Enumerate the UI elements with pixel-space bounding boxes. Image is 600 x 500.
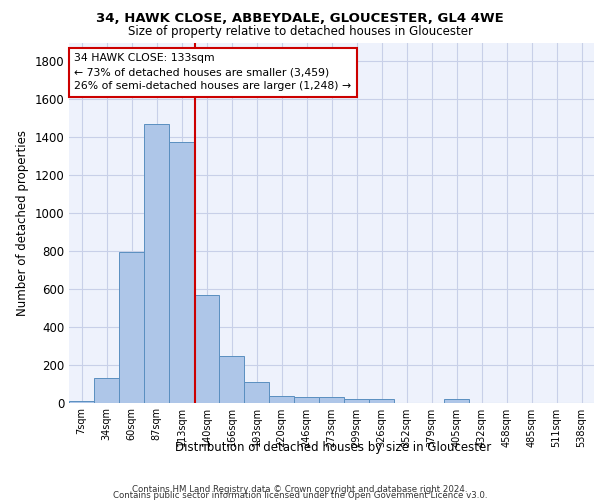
Bar: [369, 399, 394, 402]
Bar: [144, 124, 169, 402]
Bar: [319, 397, 344, 402]
Bar: [69, 400, 94, 402]
Bar: [194, 294, 219, 403]
Bar: [119, 252, 144, 402]
Text: Contains public sector information licensed under the Open Government Licence v3: Contains public sector information licen…: [113, 491, 487, 500]
Text: Distribution of detached houses by size in Gloucester: Distribution of detached houses by size …: [175, 441, 491, 454]
Text: 34 HAWK CLOSE: 133sqm
← 73% of detached houses are smaller (3,459)
26% of semi-d: 34 HAWK CLOSE: 133sqm ← 73% of detached …: [74, 54, 352, 92]
Y-axis label: Number of detached properties: Number of detached properties: [16, 130, 29, 316]
Bar: [444, 398, 469, 402]
Text: 34, HAWK CLOSE, ABBEYDALE, GLOUCESTER, GL4 4WE: 34, HAWK CLOSE, ABBEYDALE, GLOUCESTER, G…: [96, 12, 504, 26]
Bar: [219, 356, 244, 403]
Bar: [269, 396, 294, 402]
Text: Contains HM Land Registry data © Crown copyright and database right 2024.: Contains HM Land Registry data © Crown c…: [132, 485, 468, 494]
Bar: [94, 378, 119, 402]
Text: Size of property relative to detached houses in Gloucester: Size of property relative to detached ho…: [128, 25, 473, 38]
Bar: [169, 142, 194, 403]
Bar: [294, 397, 319, 402]
Bar: [344, 399, 369, 402]
Bar: [244, 382, 269, 402]
